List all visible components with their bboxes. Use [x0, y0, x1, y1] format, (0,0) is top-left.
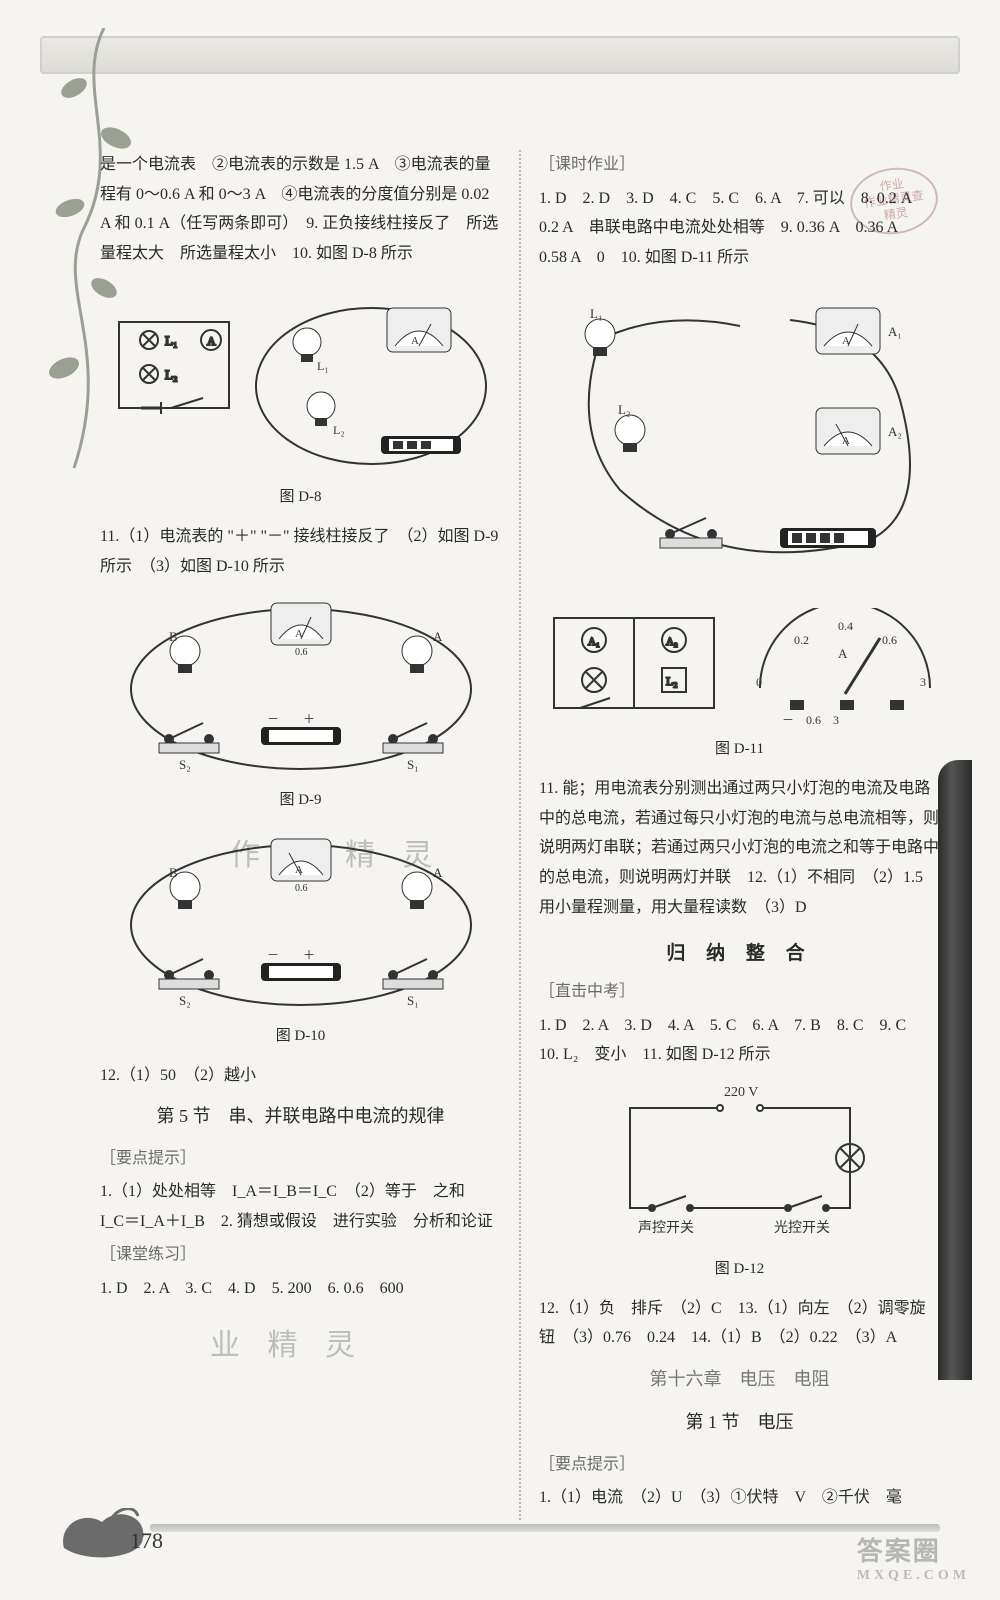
svg-text:A: A	[838, 646, 848, 661]
svg-text:3: 3	[920, 675, 926, 689]
two-column-layout: 是一个电流表 ②电流表的示数是 1.5 A ③电流表的量程有 0～0.6 A 和…	[100, 150, 940, 1520]
svg-text:声控开关: 声控开关	[638, 1220, 694, 1236]
paragraph: 11. 能；用电流表分别测出通过两只小灯泡的电流及电路中的总电流，若通过每只小灯…	[539, 774, 940, 922]
svg-text:L₁: L₁	[317, 359, 329, 373]
hints-label: ［要点提示］	[539, 1450, 940, 1480]
page-number: 178	[130, 1528, 163, 1553]
svg-text:L₁: L₁	[165, 333, 177, 348]
svg-text:220 V: 220 V	[724, 1085, 758, 1100]
svg-text:－ ＋: － ＋	[267, 948, 315, 962]
site-watermark: 答案圈 MXQE.COM	[857, 1531, 970, 1584]
svg-text:A₁: A₁	[888, 324, 902, 339]
svg-text:A: A	[411, 335, 419, 347]
svg-text:A: A	[295, 864, 303, 876]
svg-text:A₂: A₂	[666, 636, 678, 648]
figure-d8: L₁ A L₂ A L₁	[111, 276, 491, 476]
paragraph: 12.（1）50 （2）越小	[100, 1061, 501, 1091]
svg-text:0.6: 0.6	[295, 647, 308, 658]
svg-text:L₂: L₂	[618, 402, 630, 417]
homework-label: ［课时作业］	[539, 150, 940, 180]
bottom-rule	[150, 1524, 940, 1532]
exam-label: ［直击中考］	[539, 977, 940, 1007]
column-divider	[519, 150, 521, 1520]
section-title: 第 5 节 串、并联电路中电流的规律	[100, 1100, 501, 1133]
svg-text:A: A	[207, 334, 216, 348]
svg-text:B: B	[169, 629, 178, 644]
svg-text:－ 0.6 3: － 0.6 3	[782, 713, 839, 727]
section-title: 第 1 节 电压	[539, 1406, 940, 1439]
figure-caption: 图 D-8	[100, 484, 501, 512]
paragraph: 1. D 2. D 3. D 4. C 5. C 6. A 7. 可以 8. 0…	[539, 184, 940, 273]
svg-text:0.4: 0.4	[838, 619, 853, 633]
svg-text:L₂: L₂	[333, 423, 345, 437]
svg-text:B: B	[169, 865, 178, 880]
figure-d12: 220 V 声控开关 光控开关	[590, 1078, 890, 1248]
svg-text:0.2: 0.2	[794, 633, 809, 647]
chapter-title: 第十六章 电压 电阻	[539, 1363, 940, 1396]
figure-caption: 图 D-10	[100, 1023, 501, 1051]
classwork-label: ［课堂练习］	[100, 1240, 501, 1270]
svg-text:A₂: A₂	[888, 424, 902, 439]
summary-title: 归 纳 整 合	[539, 936, 940, 971]
svg-text:光控开关: 光控开关	[774, 1220, 830, 1236]
page-number-ornament: 178	[58, 1508, 178, 1562]
paragraph: 1.（1）处处相等 I_A＝I_B＝I_C （2）等于 之和 I_C＝I_A＋I…	[100, 1177, 501, 1236]
paragraph: 11.（1）电流表的 "＋" "－" 接线柱接反了 （2）如图 D-9 所示 （…	[100, 522, 501, 581]
svg-text:0.6: 0.6	[882, 633, 897, 647]
svg-text:A₁: A₁	[588, 636, 600, 648]
right-column: ［课时作业］ 1. D 2. D 3. D 4. C 5. C 6. A 7. …	[539, 150, 940, 1520]
svg-text:L₂: L₂	[666, 674, 678, 688]
svg-text:S₁: S₁	[407, 993, 419, 1008]
left-column: 是一个电流表 ②电流表的示数是 1.5 A ③电流表的量程有 0～0.6 A 和…	[100, 150, 501, 1520]
svg-text:S₂: S₂	[179, 757, 191, 772]
svg-text:0.6: 0.6	[295, 883, 308, 894]
top-ornament-band	[40, 36, 960, 74]
watermark-main: 答案圈	[857, 1531, 970, 1568]
page: 作业 作业精灵查 精灵 作 业 精 灵 业 精 灵 是一个电流表 ②电流表的示数…	[0, 0, 1000, 1600]
paragraph: 1. D 2. A 3. D 4. A 5. C 6. A 7. B 8. C …	[539, 1011, 940, 1070]
svg-text:A: A	[842, 335, 850, 347]
svg-text:L₂: L₂	[165, 367, 177, 382]
svg-text:A: A	[433, 865, 443, 880]
svg-text:S₁: S₁	[407, 757, 419, 772]
figure-d11: L₁ L₂ A A₁ A A₂	[540, 280, 940, 600]
svg-text:－ ＋: － ＋	[267, 712, 315, 726]
svg-text:L₁: L₁	[590, 306, 602, 321]
figure-caption: 图 D-11	[539, 736, 940, 764]
svg-text:A: A	[433, 629, 443, 644]
svg-text:A: A	[295, 628, 303, 640]
watermark-sub: MXQE.COM	[857, 1568, 970, 1584]
figure-caption: 图 D-12	[539, 1256, 940, 1284]
paragraph: 1.（1）电流 （2）U （3）①伏特 V ②千伏 毫	[539, 1483, 940, 1513]
book-binding-shadow	[938, 760, 972, 1380]
figure-d9: A 0.6 B A S₂ S₁	[111, 589, 491, 779]
figure-caption: 图 D-9	[100, 787, 501, 815]
paragraph: 1. D 2. A 3. C 4. D 5. 200 6. 0.6 600	[100, 1274, 501, 1304]
hints-label: ［要点提示］	[100, 1144, 501, 1174]
figure-d11-schematic: A₁ A₂ L₂ 0 0.2 0.4 0.6 3	[540, 608, 940, 728]
svg-text:S₂: S₂	[179, 993, 191, 1008]
svg-text:A: A	[842, 435, 850, 447]
paragraph: 12.（1）负 排斥 （2）C 13.（1）向左 （2）调零旋钮 （3）0.76…	[539, 1294, 940, 1353]
figure-d10: A 0.6 B A S₂ S₁	[111, 825, 491, 1015]
paragraph: 是一个电流表 ②电流表的示数是 1.5 A ③电流表的量程有 0～0.6 A 和…	[100, 150, 501, 268]
svg-text:0: 0	[756, 675, 762, 689]
